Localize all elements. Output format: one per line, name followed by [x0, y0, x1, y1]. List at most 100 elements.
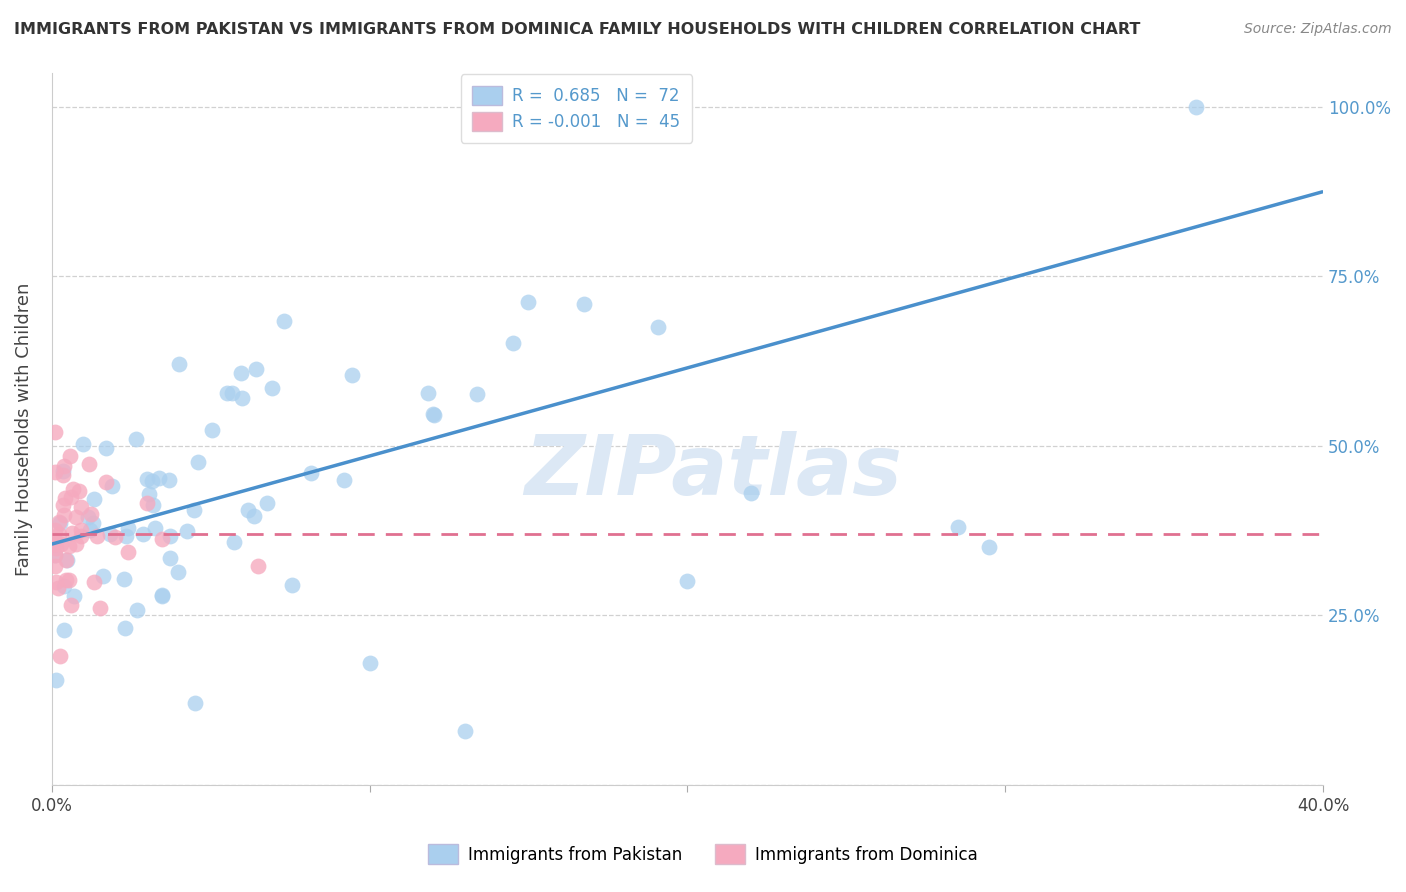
Point: [62, 482, 84, 496]
Point: [422, 408, 444, 422]
Point: [45, 574, 67, 589]
Point: [231, 392, 253, 406]
Point: [247, 558, 270, 573]
Point: [167, 358, 190, 372]
Point: [946, 520, 969, 534]
Point: [422, 407, 444, 421]
Point: [979, 541, 1001, 555]
Point: [89, 600, 111, 615]
Point: [70, 500, 93, 515]
Point: [138, 487, 160, 501]
Point: [136, 496, 159, 510]
Point: [103, 530, 125, 544]
Point: [91, 568, 114, 582]
Point: [86, 529, 108, 543]
Point: [52, 464, 75, 478]
Point: [340, 368, 363, 382]
Point: [44, 523, 66, 537]
Point: [201, 423, 224, 437]
Point: [53, 491, 76, 506]
Point: [176, 524, 198, 538]
Point: [58, 573, 80, 587]
Point: [63, 589, 86, 603]
Point: [94, 441, 117, 455]
Point: [150, 589, 173, 603]
Point: [1185, 100, 1208, 114]
Point: [256, 496, 278, 510]
Point: [55, 573, 77, 587]
Point: [242, 509, 264, 524]
Point: [65, 510, 87, 524]
Point: [262, 381, 284, 395]
Point: [114, 529, 136, 543]
Point: [183, 503, 205, 517]
Point: [245, 362, 267, 376]
Point: [159, 550, 181, 565]
Point: [44, 548, 66, 562]
Point: [72, 436, 94, 450]
Text: IMMIGRANTS FROM PAKISTAN VS IMMIGRANTS FROM DOMINICA FAMILY HOUSEHOLDS WITH CHIL: IMMIGRANTS FROM PAKISTAN VS IMMIGRANTS F…: [14, 22, 1140, 37]
Point: [65, 536, 87, 550]
Point: [114, 621, 136, 635]
Y-axis label: Family Households with Children: Family Households with Children: [15, 282, 32, 575]
Point: [48, 527, 70, 541]
Point: [418, 386, 440, 401]
Point: [59, 490, 82, 504]
Point: [44, 537, 66, 551]
Point: [141, 474, 163, 488]
Point: [67, 483, 90, 498]
Point: [77, 457, 100, 471]
Legend: Immigrants from Pakistan, Immigrants from Dominica: Immigrants from Pakistan, Immigrants fro…: [422, 838, 984, 871]
Text: ZIPatlas: ZIPatlas: [524, 431, 901, 512]
Point: [100, 526, 122, 541]
Point: [502, 336, 524, 351]
Point: [79, 523, 101, 537]
Point: [136, 472, 159, 486]
Point: [359, 656, 381, 670]
Point: [187, 455, 209, 469]
Point: [55, 552, 77, 566]
Point: [152, 533, 174, 547]
Point: [125, 603, 148, 617]
Point: [517, 295, 540, 310]
Point: [465, 387, 488, 401]
Point: [69, 529, 91, 543]
Point: [60, 525, 83, 540]
Point: [143, 521, 166, 535]
Point: [132, 527, 155, 541]
Point: [48, 515, 70, 529]
Point: [82, 516, 104, 530]
Point: [224, 535, 246, 549]
Point: [273, 314, 295, 328]
Point: [647, 320, 669, 334]
Point: [56, 552, 79, 566]
Point: [46, 582, 69, 596]
Point: [281, 578, 304, 592]
Point: [454, 723, 477, 738]
Point: [45, 673, 67, 688]
Point: [44, 559, 66, 574]
Point: [52, 467, 75, 482]
Point: [44, 533, 66, 547]
Point: [100, 479, 122, 493]
Point: [49, 537, 72, 551]
Point: [83, 574, 105, 589]
Point: [44, 466, 66, 480]
Point: [117, 520, 139, 534]
Point: [184, 697, 207, 711]
Point: [58, 539, 80, 553]
Point: [58, 449, 80, 463]
Point: [142, 498, 165, 512]
Text: Source: ZipAtlas.com: Source: ZipAtlas.com: [1244, 22, 1392, 37]
Point: [236, 502, 259, 516]
Point: [112, 573, 135, 587]
Point: [229, 366, 252, 380]
Point: [676, 574, 699, 589]
Point: [150, 589, 173, 603]
Point: [159, 528, 181, 542]
Point: [52, 623, 75, 637]
Point: [117, 545, 139, 559]
Point: [83, 492, 105, 507]
Point: [53, 508, 76, 523]
Point: [333, 473, 356, 487]
